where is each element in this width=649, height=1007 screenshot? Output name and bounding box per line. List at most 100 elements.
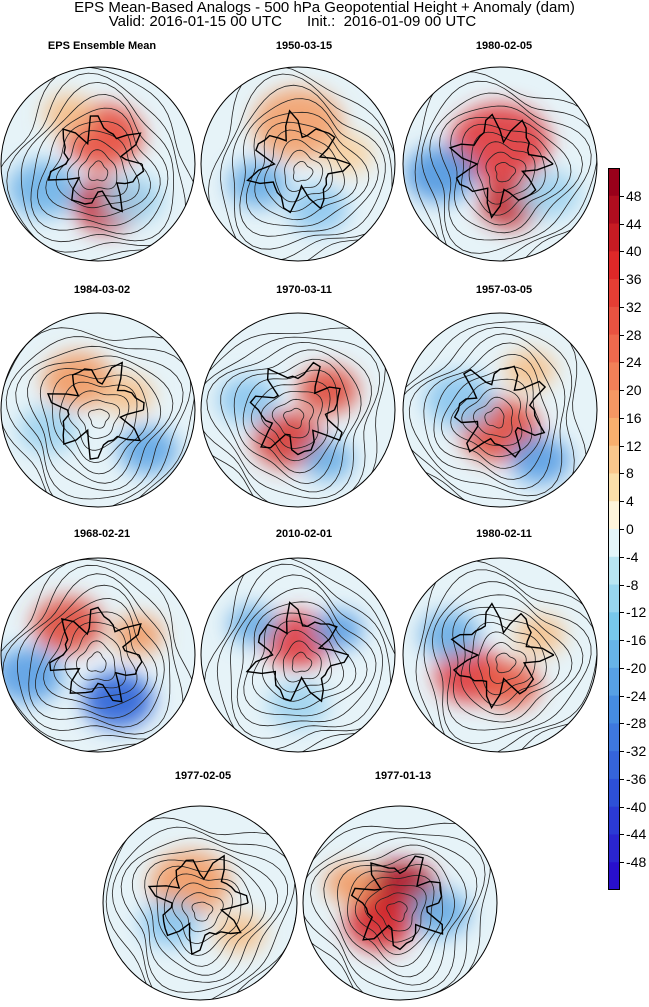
height-contour [88, 160, 109, 182]
height-contour [111, 826, 296, 1000]
height-contour [1, 327, 195, 507]
anomaly-blob [228, 160, 288, 208]
map-border [200, 557, 396, 753]
anomaly-blob [228, 605, 278, 645]
height-contour [452, 606, 573, 723]
colorbar-tick-label: -8 [626, 576, 639, 593]
anomaly-blob [345, 895, 415, 951]
coastline [249, 361, 343, 456]
height-contour [53, 621, 138, 699]
colorbar-segment [608, 751, 620, 780]
height-contour [6, 72, 187, 253]
colorbar-tick [620, 695, 624, 697]
colorbar-tick [620, 195, 624, 197]
height-contour [220, 73, 393, 261]
map-border [0, 66, 196, 262]
panel-label: 1980-02-05 [475, 40, 533, 52]
colorbar-segment [608, 834, 620, 863]
height-contour [87, 408, 110, 429]
polar-map-panel [0, 312, 196, 508]
page-title: EPS Mean-Based Analogs - 500 hPa Geopote… [74, 0, 575, 16]
height-contour [233, 358, 351, 485]
colorbar-tick-label: -4 [626, 548, 639, 565]
height-contour [5, 336, 191, 507]
colorbar-tick [620, 667, 624, 669]
height-contour [64, 630, 127, 690]
colorbar-tick [620, 751, 624, 753]
panel-label: 2010-02-01 [275, 528, 333, 540]
colorbar-tick-label: 36 [626, 271, 642, 288]
height-contour [291, 651, 313, 673]
colorbar-segment [608, 279, 620, 308]
polar-map-panel [0, 557, 196, 753]
height-contour [232, 84, 386, 250]
colorbar-tick-label: -40 [626, 798, 647, 815]
height-contour [439, 105, 583, 241]
height-contour [271, 398, 314, 439]
map-border [200, 66, 396, 262]
map-border [402, 557, 598, 753]
height-contour [39, 364, 162, 484]
colorbar-segment [608, 778, 620, 808]
height-contour [431, 581, 592, 744]
map-border [402, 312, 598, 508]
height-contour [43, 611, 149, 709]
height-contour [336, 853, 456, 978]
height-contour [282, 640, 322, 683]
height-contour [441, 366, 542, 469]
colorbar-segment [608, 667, 620, 697]
height-contour [181, 892, 224, 933]
height-contour [242, 369, 339, 474]
height-contour [16, 573, 171, 735]
height-contour [423, 569, 597, 752]
colorbar-tick [620, 723, 624, 725]
anomaly-blob [510, 436, 570, 484]
height-contour [461, 387, 523, 446]
height-contour [230, 574, 384, 739]
height-contour [494, 161, 517, 183]
colorbar-tick [620, 529, 624, 530]
height-contour [203, 558, 395, 752]
map-background [403, 558, 597, 752]
colorbar-segment [608, 612, 620, 641]
map-border [302, 805, 498, 1001]
colorbar-tick-label: 8 [626, 465, 634, 482]
colorbar [608, 168, 620, 890]
colorbar-segment [608, 556, 620, 586]
colorbar-tick [620, 445, 624, 447]
height-contour [27, 355, 174, 491]
anomaly-blob [8, 161, 78, 217]
colorbar-tick [620, 640, 624, 642]
height-contour [310, 837, 478, 992]
colorbar-segment [608, 251, 620, 280]
height-contour [323, 844, 467, 986]
height-contour [86, 651, 107, 673]
height-contour [375, 892, 418, 932]
colorbar-segment [608, 473, 620, 502]
colorbar-tick-label: 16 [626, 409, 642, 426]
height-contour [415, 560, 597, 752]
height-contour [236, 587, 377, 727]
height-contour [239, 98, 379, 237]
height-contour [485, 151, 527, 194]
analog-maps [0, 66, 598, 1001]
colorbar-tick-label: 44 [626, 215, 642, 232]
anomaly-blob [83, 672, 153, 728]
height-contour [163, 873, 242, 956]
height-contour [272, 629, 332, 693]
panel-label: 1984-03-02 [73, 284, 131, 296]
height-contour [495, 652, 517, 674]
anomaly-blob [325, 863, 375, 903]
coastline [245, 601, 350, 703]
height-contour [67, 390, 130, 451]
height-contour [76, 640, 116, 682]
anomaly-blob [323, 134, 373, 174]
anomaly-blob [218, 376, 278, 424]
colorbar-tick-label: 4 [626, 493, 634, 510]
colorbar-segment [608, 223, 620, 252]
height-contour [105, 817, 297, 1000]
colorbar-tick-label: -36 [626, 770, 647, 787]
height-contour [408, 333, 566, 497]
colorbar-segment [608, 806, 620, 835]
polar-map-panel [402, 312, 598, 508]
